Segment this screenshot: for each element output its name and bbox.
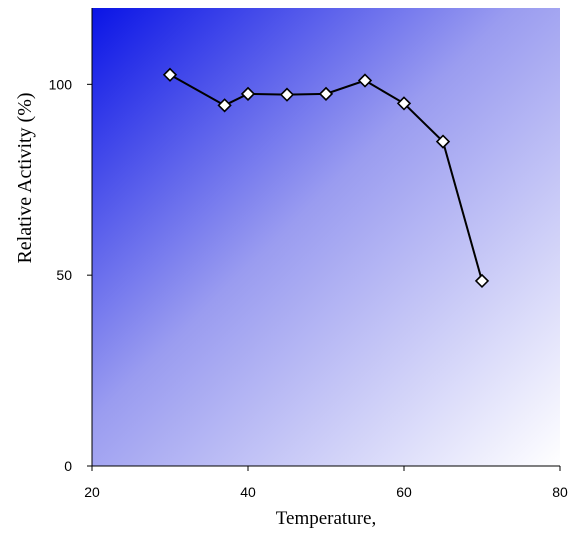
data-point-marker: [279, 87, 295, 102]
axes: 20 40 60 80 0 50 100: [49, 8, 568, 500]
data-point-marker: [318, 86, 334, 102]
plot-area: [92, 8, 560, 466]
y-tick-label: 100: [49, 76, 73, 92]
data-point-marker: [217, 98, 232, 113]
x-axis-title: Temperature,: [276, 508, 376, 529]
x-tick-label: 60: [396, 484, 412, 500]
x-tick-label: 40: [240, 484, 256, 500]
data-point-marker: [396, 96, 412, 111]
y-tick-label: 0: [64, 458, 72, 474]
y-axis-title: Relative Activity (%): [14, 92, 36, 263]
x-tick-label: 20: [84, 484, 100, 500]
data-point-marker: [240, 86, 256, 102]
data-point-marker: [357, 73, 373, 88]
data-point-marker: [162, 67, 178, 82]
x-tick-label: 80: [552, 484, 568, 500]
series-layer: [162, 67, 490, 289]
y-tick-label: 50: [56, 267, 72, 283]
data-point-marker: [474, 273, 490, 289]
data-point-marker: [435, 134, 451, 149]
